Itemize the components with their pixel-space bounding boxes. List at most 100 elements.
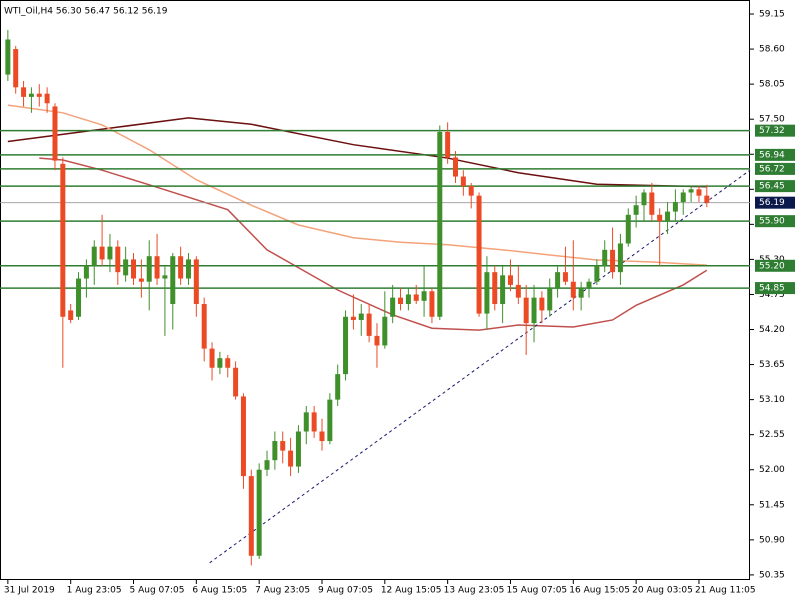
candle-body xyxy=(484,272,490,314)
price-label-box xyxy=(755,196,795,209)
candle-body xyxy=(445,131,451,158)
level-label-box xyxy=(755,124,795,137)
candle-body xyxy=(162,275,168,279)
candle-body xyxy=(696,189,702,196)
candle-body xyxy=(398,297,404,305)
x-tick-label: 16 Aug 15:05 xyxy=(569,586,630,596)
candle-body xyxy=(295,431,301,467)
candle-body xyxy=(13,49,19,88)
candle-body xyxy=(264,460,270,470)
candle-body xyxy=(507,275,513,285)
candle-body xyxy=(421,291,427,301)
price-label: 56.19 xyxy=(759,198,785,208)
level-label: 55.20 xyxy=(759,261,785,271)
candle-body xyxy=(366,313,372,336)
candle-body xyxy=(233,367,239,397)
candle-body xyxy=(390,297,396,317)
candle-body xyxy=(586,281,592,289)
candle-body xyxy=(555,272,561,289)
candle-body xyxy=(594,265,600,282)
candle-body xyxy=(335,374,341,400)
candle-body xyxy=(154,256,160,279)
candle-body xyxy=(610,249,616,273)
candle-body xyxy=(288,450,294,467)
candle-body xyxy=(452,157,458,177)
level-label-box xyxy=(755,162,795,175)
candle-body xyxy=(523,297,529,324)
level-label: 56.94 xyxy=(759,150,785,160)
y-tick-label: 52.00 xyxy=(759,465,785,475)
candle-body xyxy=(531,297,537,324)
candle-body xyxy=(570,281,576,298)
candle-body xyxy=(688,189,694,193)
level-label: 56.72 xyxy=(759,164,785,174)
candle-body xyxy=(649,192,655,215)
candle-body xyxy=(665,211,671,222)
x-tick-label: 12 Aug 15:05 xyxy=(381,586,442,596)
candle-body xyxy=(547,288,553,311)
x-tick-label: 9 Aug 07:05 xyxy=(318,586,373,596)
candle-body xyxy=(91,246,97,266)
x-tick-label: 7 Aug 23:05 xyxy=(255,586,310,596)
y-tick-label: 50.90 xyxy=(759,535,785,545)
candle-body xyxy=(672,202,678,212)
candle-body xyxy=(625,214,631,244)
candle-body xyxy=(641,192,647,206)
y-tick-label: 52.55 xyxy=(759,430,785,440)
candle-body xyxy=(256,469,262,556)
plot-frame xyxy=(0,0,750,580)
candle-body xyxy=(327,399,333,442)
moving-average xyxy=(7,117,707,188)
level-label: 56.45 xyxy=(759,182,785,192)
candle-body xyxy=(280,441,286,451)
candle-body xyxy=(460,176,466,187)
x-tick-label: 1 Aug 23:05 xyxy=(67,586,122,596)
level-label: 55.90 xyxy=(759,217,785,227)
candle-body xyxy=(68,310,74,320)
candle-body xyxy=(178,256,184,279)
candle-body xyxy=(319,431,325,442)
candle-body xyxy=(138,278,144,282)
x-tick-label: 5 Aug 07:05 xyxy=(130,586,185,596)
candle-body xyxy=(382,316,388,346)
level-label-box xyxy=(755,215,795,228)
candle-body xyxy=(405,294,411,305)
candle-body xyxy=(272,441,278,461)
candle-body xyxy=(185,259,191,279)
level-label-box xyxy=(755,148,795,161)
candle-body xyxy=(240,396,246,477)
candle-body xyxy=(429,291,435,317)
candle-body xyxy=(500,275,506,305)
candle-body xyxy=(657,214,663,222)
candle-body xyxy=(617,243,623,273)
candle-body xyxy=(515,284,521,298)
y-tick-label: 58.60 xyxy=(759,45,785,55)
candle-body xyxy=(217,358,223,368)
candle-body xyxy=(99,246,105,260)
candle-body xyxy=(476,195,482,314)
level-label-box xyxy=(755,180,795,193)
candle-body xyxy=(21,87,27,97)
y-tick-label: 53.65 xyxy=(759,360,785,370)
y-tick-label: 57.50 xyxy=(759,115,785,125)
candle-body xyxy=(5,39,11,75)
level-label: 54.85 xyxy=(759,284,785,294)
candle-body xyxy=(350,316,356,320)
x-tick-label: 20 Aug 03:05 xyxy=(632,586,693,596)
x-tick-label: 13 Aug 23:05 xyxy=(444,586,505,596)
candle-body xyxy=(248,476,254,556)
candle-body xyxy=(52,106,58,161)
moving-average xyxy=(39,157,708,331)
candle-body xyxy=(311,412,317,432)
candle-body xyxy=(680,192,686,203)
candle-body xyxy=(468,186,474,196)
candle-body xyxy=(28,93,34,97)
candle-body xyxy=(343,316,349,375)
candle-body xyxy=(437,131,443,317)
level-label: 57.32 xyxy=(759,126,785,136)
y-tick-label: 54.20 xyxy=(759,325,785,335)
x-tick-label: 31 Jul 2019 xyxy=(4,586,55,596)
candle-body xyxy=(225,358,231,368)
candle-body xyxy=(170,256,176,305)
candle-body xyxy=(539,297,545,311)
